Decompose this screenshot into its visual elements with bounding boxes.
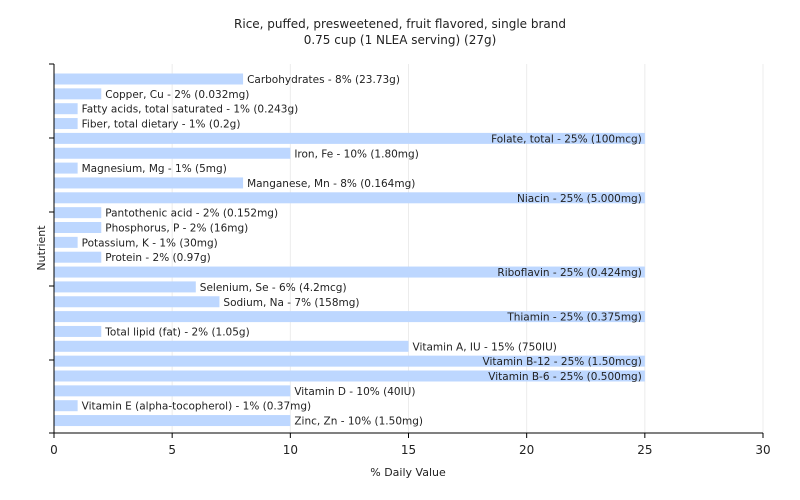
bar [54, 162, 78, 174]
bar [54, 236, 78, 248]
bar-label: Protein - 2% (0.97g) [105, 252, 211, 264]
bar-label: Total lipid (fat) - 2% (1.05g) [104, 326, 249, 338]
bar-label: Fiber, total dietary - 1% (0.2g) [82, 119, 241, 131]
bar [54, 73, 244, 85]
bar-label: Pantothenic acid - 2% (0.152mg) [105, 208, 278, 220]
bar [54, 266, 645, 278]
x-axis-label: % Daily Value [370, 466, 446, 479]
bar-label: Folate, total - 25% (100mcg) [491, 133, 642, 145]
bar-label: Potassium, K - 1% (30mg) [82, 237, 218, 249]
bar [54, 207, 102, 219]
bar-label: Riboflavin - 25% (0.424mg) [497, 267, 641, 279]
bar-label: Thiamin - 25% (0.375mg) [506, 312, 642, 324]
bar [54, 415, 291, 427]
bar-label: Vitamin E (alpha-tocopherol) - 1% (0.37m… [82, 401, 312, 413]
x-tick-label: 5 [168, 443, 176, 457]
bar-label: Selenium, Se - 6% (4.2mcg) [200, 282, 347, 294]
bar-label: Copper, Cu - 2% (0.032mg) [105, 89, 249, 101]
bar-label: Sodium, Na - 7% (158mg) [223, 297, 359, 309]
bar [54, 251, 102, 263]
bar-label: Vitamin D - 10% (40IU) [294, 386, 415, 398]
x-tick-label: 25 [637, 443, 652, 457]
bar [54, 296, 220, 308]
bar-label: Carbohydrates - 8% (23.73g) [247, 74, 400, 86]
x-tick-label: 15 [401, 443, 416, 457]
bar [54, 325, 102, 337]
bar-label: Fatty acids, total saturated - 1% (0.243… [82, 104, 299, 116]
bar [54, 103, 78, 115]
bar [54, 88, 102, 100]
bar [54, 340, 409, 352]
bars: Carbohydrates - 8% (23.73g) Copper, Cu - … [54, 73, 645, 428]
bar [54, 370, 645, 382]
y-axis-label: Nutrient [35, 225, 48, 271]
bar [54, 400, 78, 412]
bar [54, 385, 291, 397]
bar [54, 192, 645, 204]
chart-subtitle: 0.75 cup (1 NLEA serving) (27g) [304, 33, 497, 47]
x-tick-label: 0 [50, 443, 58, 457]
bar [54, 222, 102, 233]
bar-label: Vitamin A, IU - 15% (750IU) [413, 341, 557, 353]
bar-label: Vitamin B-12 - 25% (1.50mcg) [483, 356, 642, 368]
x-tick-label: 30 [755, 443, 770, 457]
bar [54, 177, 244, 189]
x-tick-labels: 0 5 10 15 20 25 30 [50, 443, 770, 457]
bar [54, 118, 78, 130]
bar [54, 281, 196, 293]
bar-label: Zinc, Zn - 10% (1.50mg) [294, 416, 423, 428]
x-tick-label: 10 [283, 443, 298, 457]
bar-label: Niacin - 25% (5.000mg) [517, 193, 642, 205]
bar-label: Manganese, Mn - 8% (0.164mg) [247, 178, 415, 190]
bar-label: Phosphorus, P - 2% (16mg) [105, 223, 248, 235]
bar-label: Iron, Fe - 10% (1.80mg) [294, 148, 418, 160]
bar [54, 355, 645, 367]
bar [54, 311, 645, 323]
bar [54, 132, 645, 144]
bar [54, 147, 291, 159]
bar-label: Magnesium, Mg - 1% (5mg) [82, 163, 227, 175]
bar-label: Vitamin B-6 - 25% (0.500mg) [488, 371, 642, 383]
chart-title: Rice, puffed, presweetened, fruit flavor… [234, 17, 566, 31]
x-tick-label: 20 [519, 443, 534, 457]
axes [49, 63, 764, 438]
